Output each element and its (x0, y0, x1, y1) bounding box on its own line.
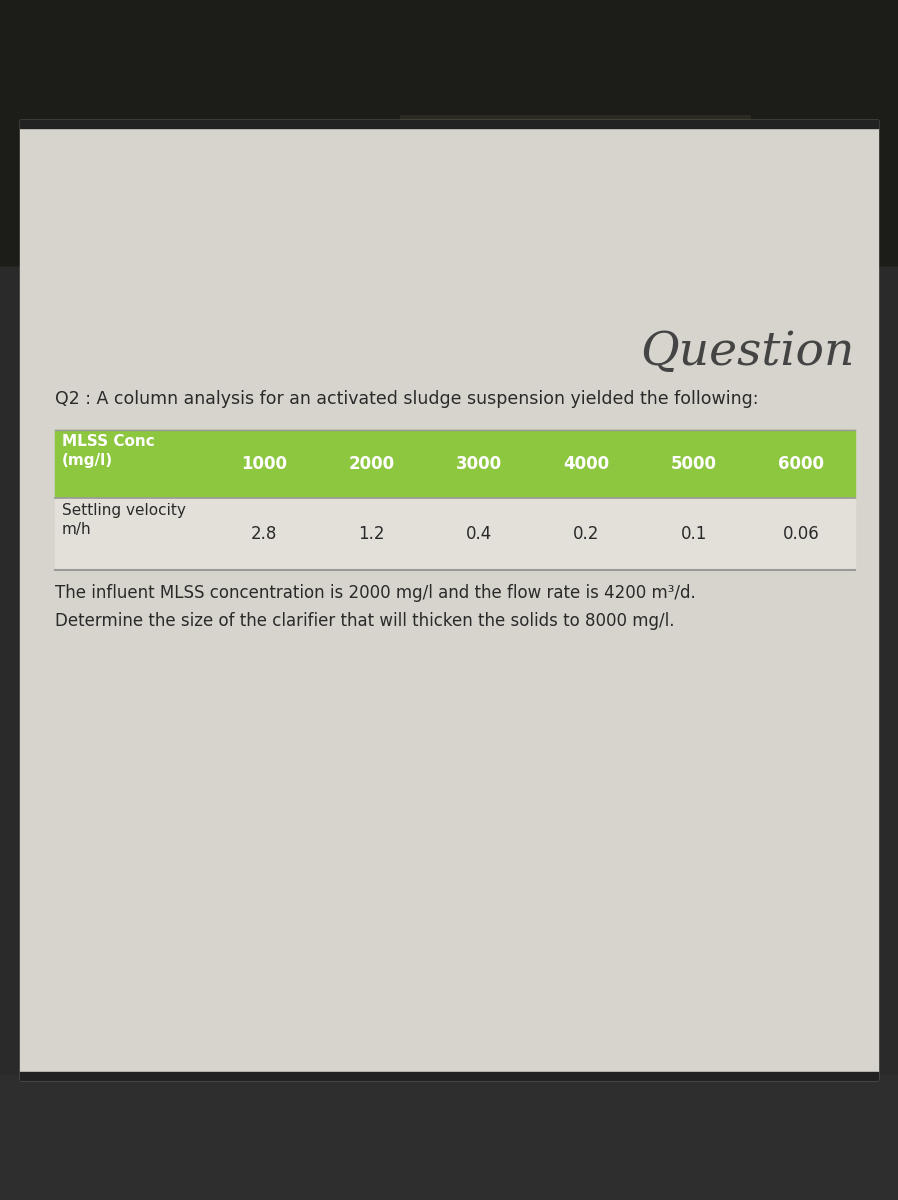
Bar (20, 1072, 878, 1080)
Text: The influent MLSS concentration is 2000 mg/l and the flow rate is 4200 m³/d.
Det: The influent MLSS concentration is 2000 … (55, 584, 696, 630)
Bar (20, 120, 878, 128)
Text: 3000: 3000 (455, 455, 502, 473)
Text: Question: Question (640, 330, 855, 376)
Text: MLSS Conc
(mg/l): MLSS Conc (mg/l) (62, 434, 154, 468)
Bar (400, 115, 750, 235)
Text: 0.06: 0.06 (783, 526, 820, 542)
Bar (0, 1075, 898, 1200)
Text: 0.2: 0.2 (573, 526, 600, 542)
Bar (0, 0, 898, 265)
Text: 2000: 2000 (348, 455, 394, 473)
Text: 1000: 1000 (241, 455, 286, 473)
Text: Settling velocity
m/h: Settling velocity m/h (62, 503, 186, 536)
Text: 5000: 5000 (671, 455, 717, 473)
Bar (55, 498, 855, 570)
Text: 0.1: 0.1 (681, 526, 707, 542)
Bar (20, 120, 878, 1080)
Text: 6000: 6000 (779, 455, 824, 473)
Text: 0.4: 0.4 (466, 526, 492, 542)
Text: 4000: 4000 (563, 455, 610, 473)
Bar (0, 0, 898, 265)
Text: 1.2: 1.2 (358, 526, 384, 542)
Text: Q2 : A column analysis for an activated sludge suspension yielded the following:: Q2 : A column analysis for an activated … (55, 390, 759, 408)
Text: 2.8: 2.8 (251, 526, 277, 542)
Bar (55, 430, 855, 498)
